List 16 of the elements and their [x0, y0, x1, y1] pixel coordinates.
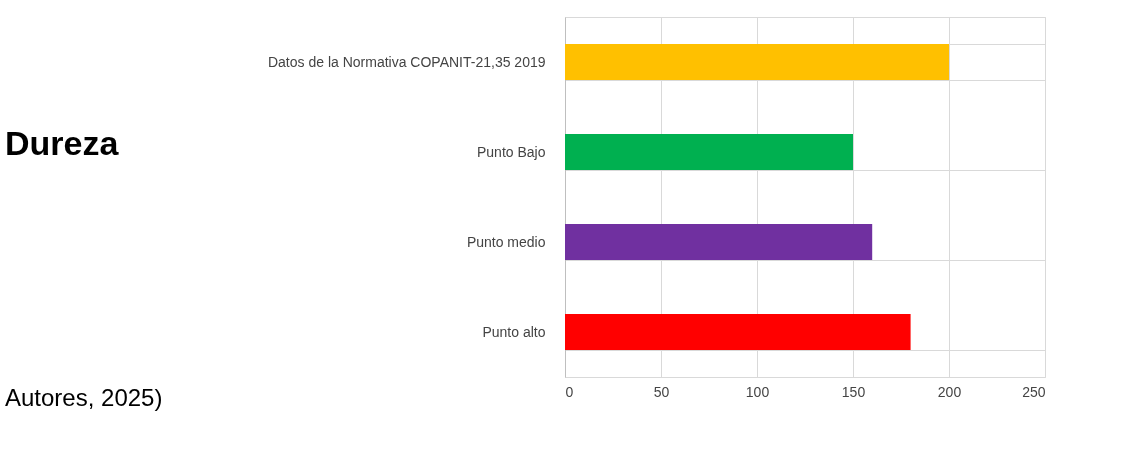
x-tick-label: 100 [745, 383, 770, 400]
x-tick-label: 250 [1022, 383, 1046, 400]
bar [565, 314, 911, 350]
y-tick-label: Punto Bajo [477, 143, 546, 160]
bar [565, 44, 949, 80]
bar [565, 134, 853, 170]
x-tick-label: 200 [937, 383, 962, 400]
x-tick-label: 0 [565, 383, 574, 400]
y-tick-label: Punto alto [482, 323, 546, 340]
bar [565, 224, 873, 260]
text: Dureza [5, 124, 120, 162]
x-tick-label: 150 [841, 383, 866, 400]
y-tick-label: Punto medio [466, 233, 546, 250]
y-tick-label: Datos de la Normativa COPANIT-21,35 2019 [267, 53, 546, 70]
text: Autores, 2025) [5, 384, 163, 411]
x-tick-label: 50 [653, 383, 670, 400]
